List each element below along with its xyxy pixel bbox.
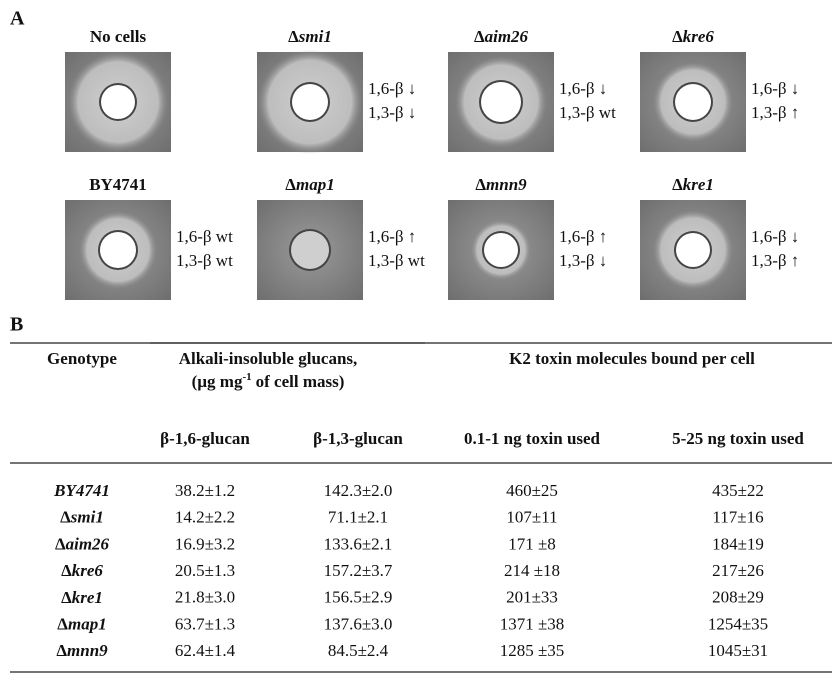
- table-cell: 71.1±2.1: [328, 508, 388, 527]
- genotype-cell: Δmap1: [57, 614, 106, 633]
- table-cell: 117±16: [712, 508, 763, 527]
- disc: [291, 231, 329, 269]
- plate-image: [448, 200, 554, 300]
- column-subheader: β-1,3-glucan: [313, 429, 403, 448]
- plate-note: 1,3-β ↓: [559, 251, 607, 270]
- table-cell: 133.6±2.1: [324, 534, 393, 553]
- genotype-cell: Δkre1: [61, 588, 103, 607]
- plate-title: Δkre6: [672, 27, 714, 46]
- table-cell: 201±33: [506, 588, 558, 607]
- plate-note: 1,6-β wt: [176, 227, 233, 246]
- plate-title: Δaim26: [474, 27, 529, 46]
- table-cell: 1254±35: [708, 614, 768, 633]
- genotype-cell: Δkre6: [61, 561, 103, 580]
- table-cell: 14.2±2.2: [175, 508, 235, 527]
- plate-image: [257, 200, 363, 300]
- table-cell: 217±26: [712, 561, 764, 580]
- plate-image: [448, 52, 554, 152]
- plate-image: [65, 52, 171, 152]
- plate-note: 1,6-β ↓: [751, 227, 799, 246]
- table-cell: 21.8±3.0: [175, 588, 235, 607]
- table-cell: 16.9±3.2: [175, 534, 235, 553]
- column-subheader: β-1,6-glucan: [160, 429, 250, 448]
- plate-note: 1,3-β ↑: [751, 251, 799, 270]
- plate-note: 1,6-β ↓: [368, 79, 416, 98]
- table-cell: 171 ±8: [508, 534, 556, 553]
- table-cell: 460±25: [506, 481, 558, 500]
- column-header: Alkali-insoluble glucans,: [179, 349, 358, 368]
- disc: [100, 232, 136, 268]
- table-cell: 184±19: [712, 534, 764, 553]
- table-cell: 38.2±1.2: [175, 481, 235, 500]
- table-cell: 1045±31: [708, 641, 768, 660]
- plate-title: Δkre1: [672, 175, 714, 194]
- plate-note: 1,6-β ↑: [559, 227, 607, 246]
- unit-superscript: -1: [242, 371, 251, 383]
- genotype-cell: Δmnn9: [56, 641, 108, 660]
- table-cell: 63.7±1.3: [175, 614, 235, 633]
- plate-note: 1,3-β wt: [559, 103, 616, 122]
- plate-title: BY4741: [89, 175, 147, 194]
- column-subheader: 5-25 ng toxin used: [672, 429, 804, 448]
- plate-image: [65, 200, 171, 300]
- plate-image: [257, 50, 363, 154]
- plate-title: Δmap1: [285, 175, 334, 194]
- panel-label: B: [10, 314, 23, 336]
- plate-note: 1,3-β wt: [368, 251, 425, 270]
- figure: A B Genotype Alkali-insoluble glucans, (…: [0, 0, 832, 692]
- table-cell: 1371 ±38: [500, 614, 565, 633]
- plate-note: 1,3-β ↑: [751, 103, 799, 122]
- plate-image: [640, 200, 746, 300]
- genotype-cell: Δsmi1: [60, 508, 104, 527]
- plate-note: 1,3-β ↓: [368, 103, 416, 122]
- plate-note: 1,6-β ↓: [559, 79, 607, 98]
- panel-label: A: [10, 8, 25, 30]
- table-cell: 157.2±3.7: [324, 561, 393, 580]
- disc: [675, 84, 711, 120]
- plate-title: Δsmi1: [288, 27, 332, 46]
- table-cell: 208±29: [712, 588, 764, 607]
- genotype-cell: Δaim26: [55, 534, 110, 553]
- disc: [484, 233, 518, 267]
- table-cell: 1285 ±35: [500, 641, 565, 660]
- plate-note: 1,6-β ↑: [368, 227, 416, 246]
- disc: [101, 85, 135, 119]
- table-cell: 107±11: [506, 508, 557, 527]
- table-cell: 84.5±2.4: [328, 641, 389, 660]
- plate-image: [640, 52, 746, 152]
- disc: [292, 84, 328, 120]
- disc: [676, 233, 710, 267]
- column-header: Genotype: [47, 349, 117, 368]
- disc: [481, 82, 521, 122]
- column-header-unit: (µg mg-1 of cell mass): [192, 371, 345, 391]
- column-subheader: 0.1-1 ng toxin used: [464, 429, 601, 448]
- unit-text: (µg mg: [192, 372, 243, 391]
- plate-title: No cells: [90, 27, 147, 46]
- genotype-cell: BY4741: [53, 481, 110, 500]
- plate-note: 1,6-β ↓: [751, 79, 799, 98]
- unit-text: of cell mass): [256, 372, 345, 391]
- plate-note: 1,3-β wt: [176, 251, 233, 270]
- table-cell: 62.4±1.4: [175, 641, 236, 660]
- table-cell: 137.6±3.0: [324, 614, 393, 633]
- table-cell: 214 ±18: [504, 561, 560, 580]
- table-cell: 20.5±1.3: [175, 561, 235, 580]
- table-cell: 142.3±2.0: [324, 481, 393, 500]
- plate-title: Δmnn9: [475, 175, 527, 194]
- table-cell: 435±22: [712, 481, 764, 500]
- column-header: K2 toxin molecules bound per cell: [509, 349, 755, 368]
- table-cell: 156.5±2.9: [324, 588, 393, 607]
